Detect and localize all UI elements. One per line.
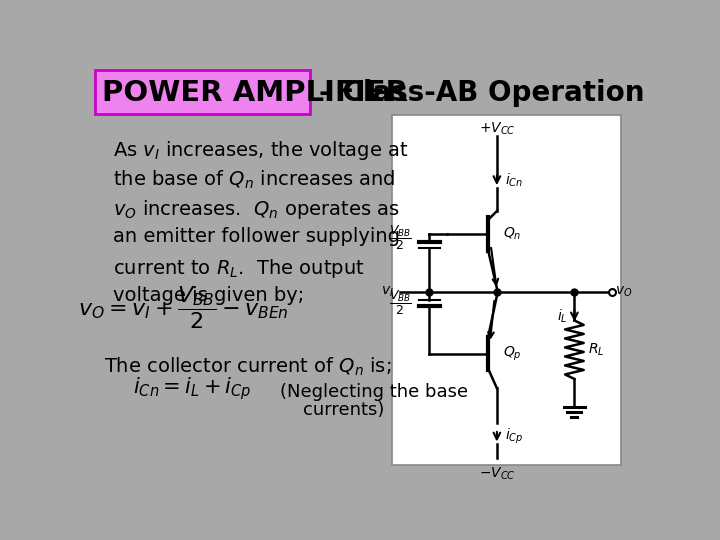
Text: $i_{Cp}$: $i_{Cp}$ [505,427,523,447]
Text: $i_{Cn} = i_L + i_{Cp}$: $i_{Cn} = i_L + i_{Cp}$ [132,375,251,402]
Text: $\dfrac{V_{BB}}{2}$: $\dfrac{V_{BB}}{2}$ [390,289,413,317]
Text: $i_L$: $i_L$ [557,307,568,325]
Text: currents): currents) [303,401,384,419]
Text: As $v_I$ increases, the voltage at: As $v_I$ increases, the voltage at [113,139,409,163]
Text: $i_{Cn}$: $i_{Cn}$ [505,172,523,189]
Text: $v_I$: $v_I$ [381,285,394,299]
Text: an emitter follower supplying: an emitter follower supplying [113,227,400,246]
FancyBboxPatch shape [392,115,621,465]
Text: the base of $Q_n$ increases and: the base of $Q_n$ increases and [113,168,396,191]
Text: current to $R_L$.  The output: current to $R_L$. The output [113,256,365,280]
Text: $Q_n$: $Q_n$ [503,226,521,242]
Text: – Class-AB Operation: – Class-AB Operation [319,79,644,107]
Text: $+V_{CC}$: $+V_{CC}$ [479,120,516,137]
Text: POWER AMPLIFIER: POWER AMPLIFIER [102,79,408,107]
Text: $\dfrac{V_{BB}}{2}$: $\dfrac{V_{BB}}{2}$ [390,224,413,252]
Text: $v_O$: $v_O$ [615,285,632,299]
Text: (Neglecting the base: (Neglecting the base [280,383,468,401]
Text: $-V_{CC}$: $-V_{CC}$ [479,465,516,482]
Text: $R_L$: $R_L$ [588,341,605,358]
FancyBboxPatch shape [96,70,310,114]
Text: $Q_p$: $Q_p$ [503,345,522,363]
Text: $v_O = v_I + \dfrac{V_{BB}}{2} - v_{BEn}$: $v_O = v_I + \dfrac{V_{BB}}{2} - v_{BEn}… [78,284,289,330]
Text: voltage is given by;: voltage is given by; [113,286,305,305]
Text: $v_O$ increases.  $Q_n$ operates as: $v_O$ increases. $Q_n$ operates as [113,198,400,221]
Text: The collector current of $Q_n$ is;: The collector current of $Q_n$ is; [104,356,391,378]
